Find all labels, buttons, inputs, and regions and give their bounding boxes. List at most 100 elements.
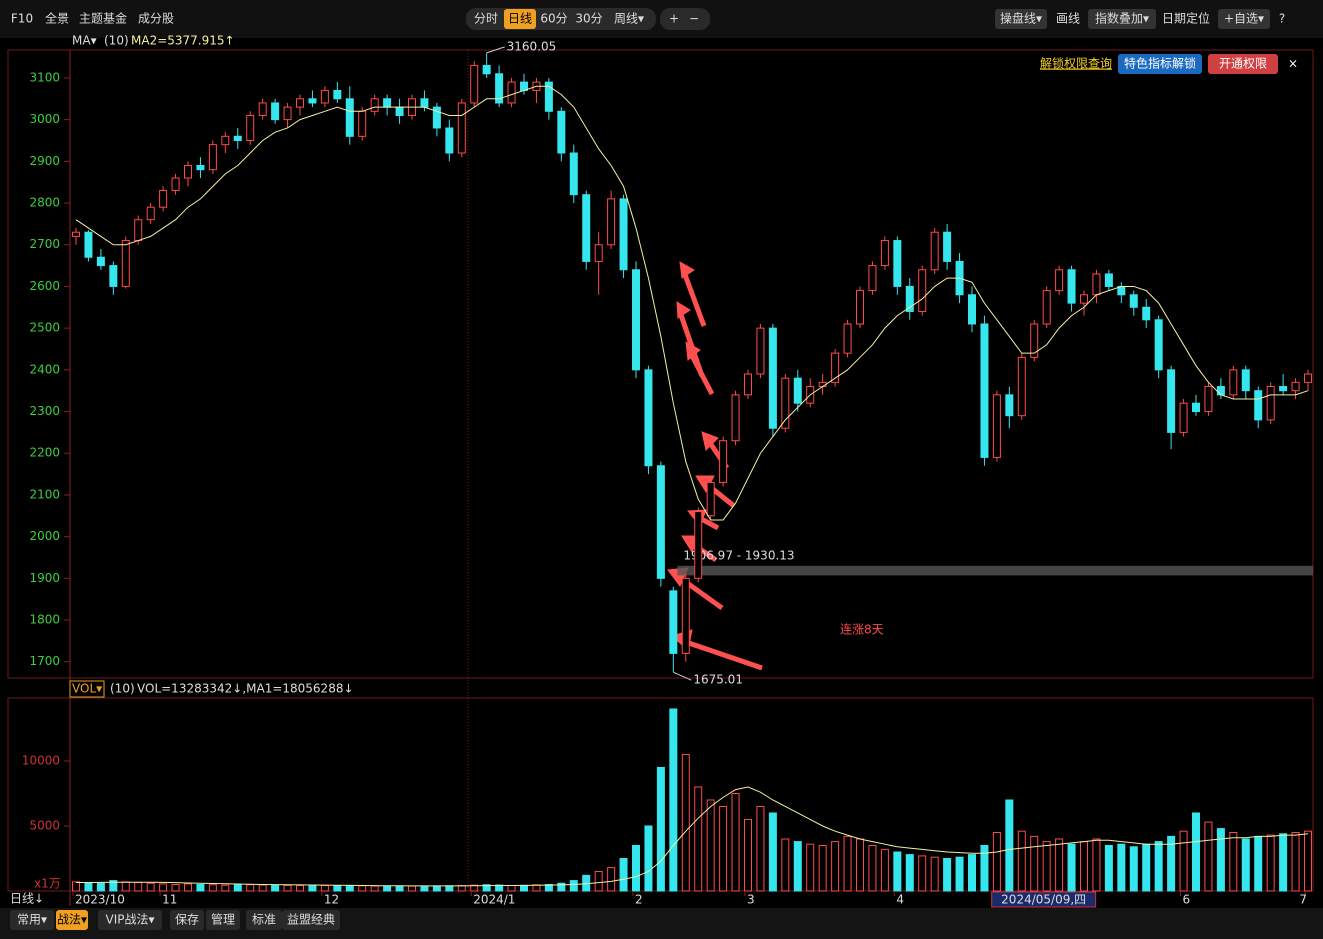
feature-unlock-bg[interactable]	[1118, 54, 1202, 74]
y-tick-label: 1800	[29, 613, 60, 627]
candle-body	[1104, 273, 1113, 287]
toolbar-item[interactable]: 全景	[45, 11, 69, 26]
volume-bar	[706, 799, 715, 892]
bottom-tab[interactable]: VIP战法▾	[105, 913, 154, 927]
volume-bar	[968, 854, 976, 892]
volume-bar	[507, 885, 516, 892]
y-tick-label: 3000	[29, 112, 60, 126]
candle-body	[905, 285, 914, 312]
candle-body	[980, 323, 989, 458]
volume-bar	[1241, 838, 1250, 892]
feature-unlock[interactable]: 特色指标解锁	[1124, 56, 1196, 71]
volume-bar	[694, 786, 703, 892]
candle-body	[694, 511, 703, 579]
volume-bar	[432, 885, 441, 892]
candle-body	[482, 64, 491, 75]
toolbar-item[interactable]: 操盘线▾	[1000, 11, 1042, 26]
bottom-tab-bg[interactable]	[170, 910, 204, 930]
vol-tick-label: 10000	[22, 753, 60, 767]
candle-body	[495, 73, 504, 104]
y-tick-label: 2200	[29, 446, 60, 460]
bottom-tab-bg[interactable]	[98, 910, 162, 930]
volume-bar	[1291, 831, 1300, 892]
open-permission-bg[interactable]	[1208, 54, 1278, 74]
volume-bar	[184, 883, 192, 892]
volume-bar	[383, 885, 392, 892]
toolbar-item-bg[interactable]	[995, 9, 1047, 29]
bottom-tab[interactable]: 标准	[252, 913, 276, 927]
open-permission[interactable]: 开通权限	[1219, 57, 1267, 71]
bottom-tab[interactable]: 益盟经典	[287, 913, 335, 927]
candle-body	[1154, 319, 1163, 371]
volume-bar	[1042, 841, 1051, 892]
candle-body	[930, 231, 939, 271]
volume-bar	[233, 883, 242, 892]
period-tab[interactable]: 周线▾	[614, 12, 644, 26]
candle-body	[943, 231, 952, 262]
volume-bar	[246, 884, 255, 892]
candle-body	[233, 135, 242, 141]
volume-bar	[408, 885, 416, 892]
volume-bar	[1192, 812, 1200, 892]
volume-bar	[943, 857, 952, 892]
low-marker	[673, 671, 692, 681]
x-tick-label: 4	[896, 893, 904, 907]
close[interactable]: ×	[1288, 57, 1298, 71]
toolbar-item-bg[interactable]	[1088, 9, 1156, 29]
period-tab-bg[interactable]	[504, 9, 536, 29]
toolbar-item-bg[interactable]	[1218, 9, 1270, 29]
volume-bar	[793, 841, 802, 892]
bottom-tab-bg[interactable]	[282, 910, 340, 930]
bottom-tab-bg[interactable]	[56, 910, 88, 930]
high-label: 3160.05	[507, 39, 557, 53]
zoom-btn[interactable]: −	[689, 12, 699, 26]
candle-body	[470, 64, 479, 104]
bottom-tab[interactable]: 保存	[175, 913, 199, 927]
period-tab[interactable]: 60分	[540, 12, 567, 26]
candle-body	[1204, 386, 1213, 413]
candle-body	[283, 106, 292, 121]
toolbar-item[interactable]: ?	[1279, 12, 1285, 26]
y-tick-label: 2700	[29, 237, 60, 251]
toolbar-item[interactable]: F10	[11, 12, 33, 26]
vol-ma-line	[76, 786, 1309, 887]
y-tick-label: 2900	[29, 154, 60, 168]
volume-bar	[619, 857, 628, 892]
bottom-tab[interactable]: 常用▾	[17, 913, 47, 927]
volume-bar	[557, 882, 566, 892]
bottom-tab[interactable]: 管理	[211, 912, 235, 927]
vol-value: VOL=13283342↓,MA1=18056288↓	[137, 682, 354, 696]
toolbar-item[interactable]: 主题基金	[79, 11, 127, 26]
toolbar-item[interactable]: 指数叠加▾	[1095, 11, 1149, 26]
toolbar-item[interactable]: +自选▾	[1224, 12, 1264, 26]
bottom-tab[interactable]: 战法▾	[57, 913, 87, 927]
x-tick-label: 11	[162, 893, 177, 907]
volume-bar	[470, 884, 479, 892]
bottom-tab-bg[interactable]	[246, 910, 282, 930]
toolbar-item[interactable]: 日期定位	[1162, 11, 1210, 26]
candle-body	[731, 394, 740, 442]
unlock-query[interactable]: 解锁权限查询	[1040, 56, 1112, 71]
period-tab[interactable]: 分时	[474, 12, 498, 26]
period-tab[interactable]: 30分	[575, 12, 602, 26]
bottom-tab-bg[interactable]	[10, 910, 54, 930]
volume-bar	[992, 831, 1001, 892]
candle-body	[843, 323, 852, 354]
bottom-tab-bg[interactable]	[206, 910, 240, 930]
volume-bar	[1279, 833, 1288, 892]
period-tab[interactable]: 日线	[508, 12, 532, 26]
volume-bar	[370, 885, 379, 892]
volume-bar	[296, 885, 304, 892]
candle-body	[681, 577, 690, 654]
volume-bar	[84, 882, 93, 892]
volume-bar	[1204, 821, 1213, 892]
volume-bar	[756, 805, 765, 892]
candle-body	[706, 481, 715, 517]
toolbar-item[interactable]: 成分股	[138, 12, 174, 26]
toolbar-item[interactable]: 画线	[1056, 12, 1080, 26]
volume-bar	[569, 880, 578, 892]
volume-bar	[420, 885, 429, 892]
zoom-btn[interactable]: +	[669, 12, 679, 26]
